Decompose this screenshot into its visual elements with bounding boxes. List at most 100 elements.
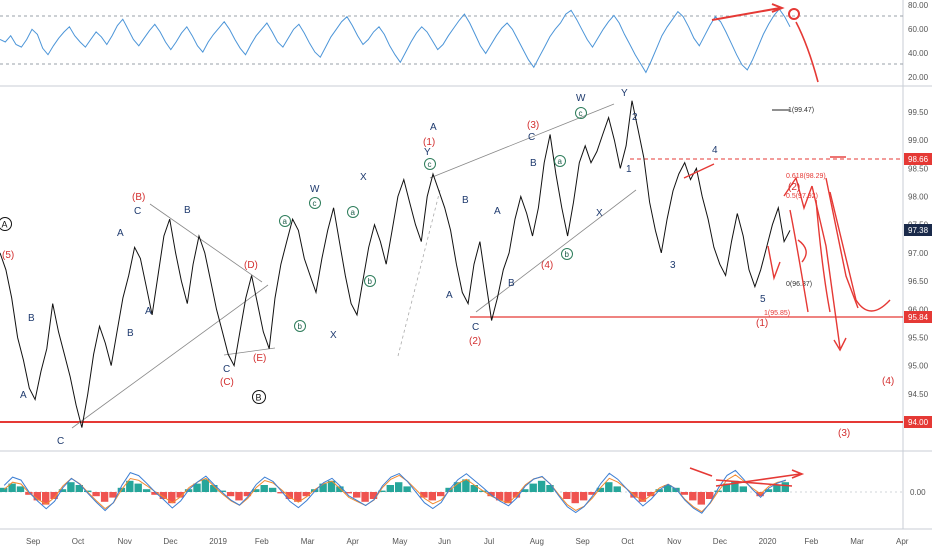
wave-label: A xyxy=(117,228,124,239)
projection-annotations xyxy=(683,156,891,352)
x-tick-label: 2019 xyxy=(209,537,227,546)
price-tag-97-38 xyxy=(904,224,932,236)
circled-label-ring xyxy=(347,206,359,218)
wave-label: (D) xyxy=(244,260,258,271)
x-tick-label: Dec xyxy=(163,537,177,546)
wave-label: (C) xyxy=(220,377,234,388)
wave-label: A xyxy=(20,390,27,401)
macd-bar xyxy=(722,483,731,492)
circled-label-ring xyxy=(424,158,436,170)
rsi-tick-label: 60.00 xyxy=(908,25,929,34)
circled-label-ring xyxy=(364,275,376,287)
macd-bar xyxy=(546,485,554,492)
macd-bar xyxy=(58,489,67,492)
wave-label: A xyxy=(494,206,501,217)
macd-bar xyxy=(176,492,184,498)
circled-label-ring xyxy=(309,197,321,209)
wave-labels-red: (5) (B) (D) (E) (C) (1) (3) (4) (2) (1) … xyxy=(2,120,894,439)
macd-bar xyxy=(529,483,537,492)
projection-curve xyxy=(815,199,831,313)
wave-label: 5 xyxy=(760,294,766,305)
wave-label: X xyxy=(330,330,337,341)
wave-label: (5) xyxy=(2,250,14,261)
projection-line xyxy=(825,177,859,309)
wave-label: W xyxy=(310,184,320,195)
macd-bar xyxy=(302,492,310,497)
annotation-stroke xyxy=(767,245,781,281)
macd-bar xyxy=(193,483,201,492)
wave-label: a xyxy=(283,217,288,226)
macd-bar xyxy=(353,492,361,498)
wave-label: 1 xyxy=(626,164,632,175)
macd-bar xyxy=(285,492,294,499)
wave-label: Y xyxy=(424,147,431,158)
price-tick-label: 96.50 xyxy=(908,277,929,286)
wave-label: C xyxy=(134,206,141,217)
macd-bar xyxy=(537,480,546,492)
wave-label: (4) xyxy=(882,376,894,387)
macd-bar xyxy=(84,490,92,492)
wave-label: (2) xyxy=(788,182,800,193)
wave-label: (3) xyxy=(838,428,850,439)
fib-label: 0(96.37) xyxy=(786,281,812,288)
macd-bar xyxy=(571,492,579,504)
macd-bar xyxy=(361,492,369,502)
wave-label: (4) xyxy=(541,260,553,271)
macd-bar xyxy=(739,486,747,492)
price-tick-label: 99.50 xyxy=(908,108,929,117)
macd-bar xyxy=(0,487,8,492)
price-tag-label: 97.38 xyxy=(908,226,929,235)
wave-label: A xyxy=(145,306,152,317)
macd-bar xyxy=(420,492,428,498)
macd-bar xyxy=(260,485,268,492)
macd-panel: 0.00 xyxy=(0,467,926,514)
macd-bar xyxy=(638,492,647,502)
x-tick-label: Oct xyxy=(72,537,85,546)
macd-bar xyxy=(210,485,218,492)
macd-annotation xyxy=(715,479,793,487)
circled-label-ring xyxy=(294,320,306,332)
macd-bar xyxy=(462,479,470,492)
macd-bar xyxy=(168,492,176,504)
macd-bar xyxy=(243,492,252,497)
macd-bar xyxy=(403,486,411,492)
macd-bar xyxy=(226,492,235,497)
macd-bar xyxy=(487,492,495,497)
wave-label: B xyxy=(184,205,191,216)
macd-bar xyxy=(327,480,336,492)
macd-bar xyxy=(588,492,596,495)
macd-bar xyxy=(764,489,773,492)
macd-bar xyxy=(680,492,689,495)
wave-label: (1) xyxy=(423,137,435,148)
macd-bar xyxy=(395,482,403,492)
macd-bar xyxy=(663,485,672,492)
macd-bar xyxy=(706,492,714,499)
price-tag-label: 94.00 xyxy=(908,418,929,427)
macd-bar xyxy=(75,485,83,492)
price-tick-label: 94.50 xyxy=(908,390,929,399)
circled-label-ring xyxy=(561,248,573,260)
macd-bar xyxy=(235,492,243,501)
wave-label: a xyxy=(351,208,356,217)
wave-labels-circled: c a b c a b c a b c xyxy=(279,107,587,332)
macd-bar xyxy=(16,486,25,492)
macd-bar xyxy=(218,490,226,492)
trendline-lower xyxy=(71,284,269,429)
macd-bar xyxy=(311,489,319,492)
x-tick-label: Feb xyxy=(804,537,818,546)
macd-bar xyxy=(495,492,504,501)
macd-bar xyxy=(689,492,697,501)
projection-curve xyxy=(789,209,809,313)
x-tick-label: Jul xyxy=(484,537,494,546)
macd-bar xyxy=(579,492,588,501)
price-tags: 98.66 97.38 95.84 94.00 xyxy=(904,153,932,428)
macd-bar xyxy=(453,482,462,492)
dashed-projection xyxy=(397,189,441,357)
macd-histogram xyxy=(0,479,789,505)
rsi-circle-marker xyxy=(788,8,800,20)
circled-label-ring xyxy=(279,215,291,227)
wave-label: C xyxy=(472,322,479,333)
macd-bar xyxy=(109,492,117,498)
